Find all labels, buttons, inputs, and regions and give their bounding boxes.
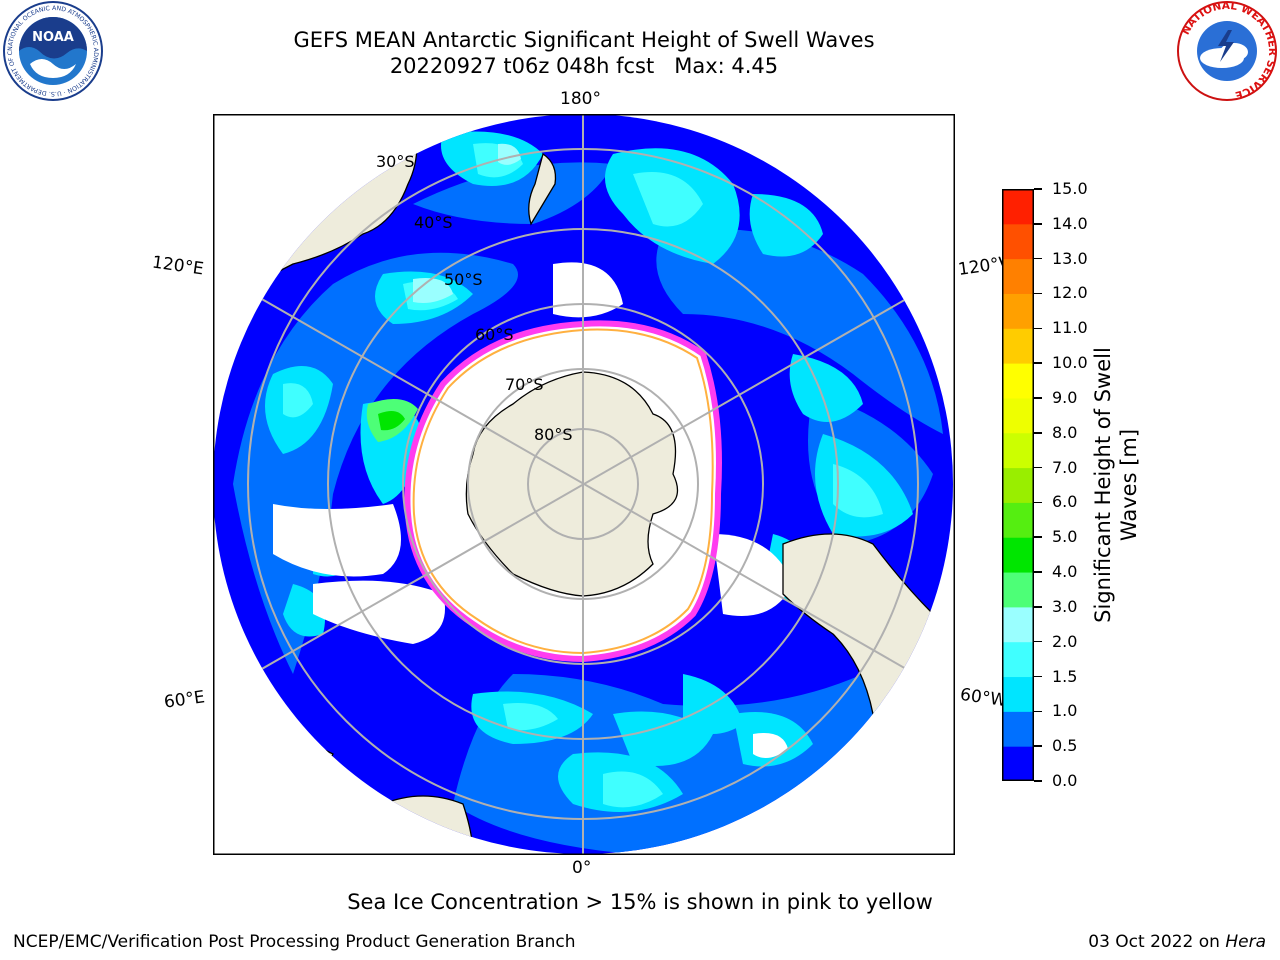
colorbar-tick-mark bbox=[1034, 780, 1042, 782]
sea-ice-note: Sea Ice Concentration > 15% is shown in … bbox=[347, 890, 933, 914]
colorbar-segment bbox=[1002, 328, 1034, 364]
colorbar-segment bbox=[1002, 711, 1034, 747]
lon-label-60w: 60°W bbox=[958, 684, 1009, 712]
colorbar-segment bbox=[1002, 293, 1034, 329]
colorbar-tick-label: 1.0 bbox=[1052, 701, 1078, 721]
map-title-line2: 20220927 t06z 048h fcst Max: 4.45 bbox=[389, 54, 779, 78]
map-border bbox=[213, 114, 955, 855]
colorbar-tick-mark bbox=[1034, 640, 1042, 643]
colorbar-tick-label: 13.0 bbox=[1052, 248, 1088, 268]
colorbar-label: Significant Height of Swell Waves [m] bbox=[1091, 347, 1141, 623]
lon-label-0: 0° bbox=[572, 858, 592, 878]
colorbar-tick-mark bbox=[1034, 606, 1042, 608]
colorbar-tick-mark bbox=[1034, 362, 1042, 364]
footer-host: Hera bbox=[1225, 932, 1266, 952]
colorbar-tick-mark bbox=[1034, 536, 1042, 538]
swell-3-5m bbox=[366, 399, 418, 442]
colorbar-tick-label: 1.5 bbox=[1052, 666, 1078, 686]
lon-label-180: 180° bbox=[560, 89, 601, 109]
noaa-logo: NATIONAL OCEANIC AND ATMOSPHERIC ADMINIS… bbox=[2, 0, 103, 101]
colorbar-tick-mark bbox=[1034, 223, 1042, 225]
colorbar-tick-label: 15.0 bbox=[1052, 179, 1088, 198]
nws-logo: NATIONAL WEATHER SERVICE bbox=[1177, 0, 1278, 101]
colorbar-segment bbox=[1002, 606, 1034, 643]
colorbar-segment bbox=[1002, 502, 1034, 538]
lat-label-80s: 80°S bbox=[534, 425, 573, 444]
colorbar-tick-label: 12.0 bbox=[1052, 283, 1088, 303]
colorbar-tick-label: 9.0 bbox=[1052, 387, 1078, 407]
colorbar-tick-label: 14.0 bbox=[1052, 213, 1088, 233]
colorbar bbox=[1002, 189, 1034, 781]
lat-label-50s: 50°S bbox=[444, 270, 483, 289]
colorbar-tick-mark bbox=[1034, 710, 1042, 713]
colorbar-segment bbox=[1002, 432, 1034, 469]
colorbar-tick-mark bbox=[1034, 397, 1042, 399]
colorbar-segment bbox=[1002, 746, 1034, 781]
graticule bbox=[213, 114, 953, 854]
colorbar-tick-label: 10.0 bbox=[1052, 353, 1088, 373]
colorbar-segment bbox=[1002, 676, 1034, 712]
ice-free-white bbox=[273, 262, 793, 758]
colorbar-tick-mark bbox=[1034, 327, 1042, 330]
colorbar-border bbox=[1002, 189, 1034, 781]
colorbar-tick-mark bbox=[1034, 571, 1042, 573]
colorbar-tick-label: 2.0 bbox=[1052, 631, 1078, 651]
colorbar-tick-label: 4.0 bbox=[1052, 562, 1078, 582]
colorbar-tick-mark bbox=[1034, 188, 1042, 190]
colorbar-segment bbox=[1002, 641, 1034, 678]
colorbar-tick-mark bbox=[1034, 257, 1042, 260]
colorbar-tick-label: 3.0 bbox=[1052, 596, 1078, 616]
lat-label-40s: 40°S bbox=[414, 213, 453, 232]
footer-date: 03 Oct 2022 on Hera bbox=[1088, 932, 1266, 952]
lat-label-60s: 60°S bbox=[475, 325, 514, 344]
colorbar-tick-label: 0.0 bbox=[1052, 771, 1078, 790]
colorbar-tick-label: 8.0 bbox=[1052, 422, 1078, 442]
colorbar-segment bbox=[1002, 258, 1034, 294]
colorbar-tick-label: 0.5 bbox=[1052, 736, 1078, 756]
lon-label-60e: 60°E bbox=[162, 687, 207, 713]
colorbar-tick-mark bbox=[1034, 675, 1042, 678]
colorbar-tick-mark bbox=[1034, 745, 1042, 747]
lat-label-70s: 70°S bbox=[505, 375, 544, 394]
colorbar-tick-mark bbox=[1034, 466, 1042, 469]
swell-1.5-2m bbox=[283, 143, 883, 808]
colorbar-segment bbox=[1002, 537, 1034, 573]
footer-credit: NCEP/EMC/Verification Post Processing Pr… bbox=[13, 932, 576, 952]
colorbar-tick-mark bbox=[1034, 501, 1042, 504]
colorbar-tick-label: 7.0 bbox=[1052, 457, 1078, 477]
footer-date-text: 03 Oct 2022 on bbox=[1088, 932, 1226, 952]
colorbar-segment bbox=[1002, 223, 1034, 260]
colorbar-segment bbox=[1002, 363, 1034, 399]
colorbar-segment bbox=[1002, 189, 1034, 225]
colorbar-tick-label: 5.0 bbox=[1052, 527, 1078, 547]
map-title-line1: GEFS MEAN Antarctic Significant Height o… bbox=[293, 28, 875, 52]
colorbar-segment bbox=[1002, 572, 1034, 608]
lat-label-30s: 30°S bbox=[376, 152, 415, 171]
polar-map bbox=[213, 114, 955, 855]
noaa-logo-text: NOAA bbox=[32, 30, 74, 45]
colorbar-tick-label: 6.0 bbox=[1052, 492, 1078, 512]
colorbar-tick-mark bbox=[1034, 432, 1042, 434]
colorbar-segment bbox=[1002, 397, 1034, 434]
colorbar-segment bbox=[1002, 467, 1034, 503]
colorbar-tick-mark bbox=[1034, 292, 1042, 295]
lon-label-120e: 120°E bbox=[150, 252, 205, 280]
colorbar-tick-label: 11.0 bbox=[1052, 318, 1088, 338]
